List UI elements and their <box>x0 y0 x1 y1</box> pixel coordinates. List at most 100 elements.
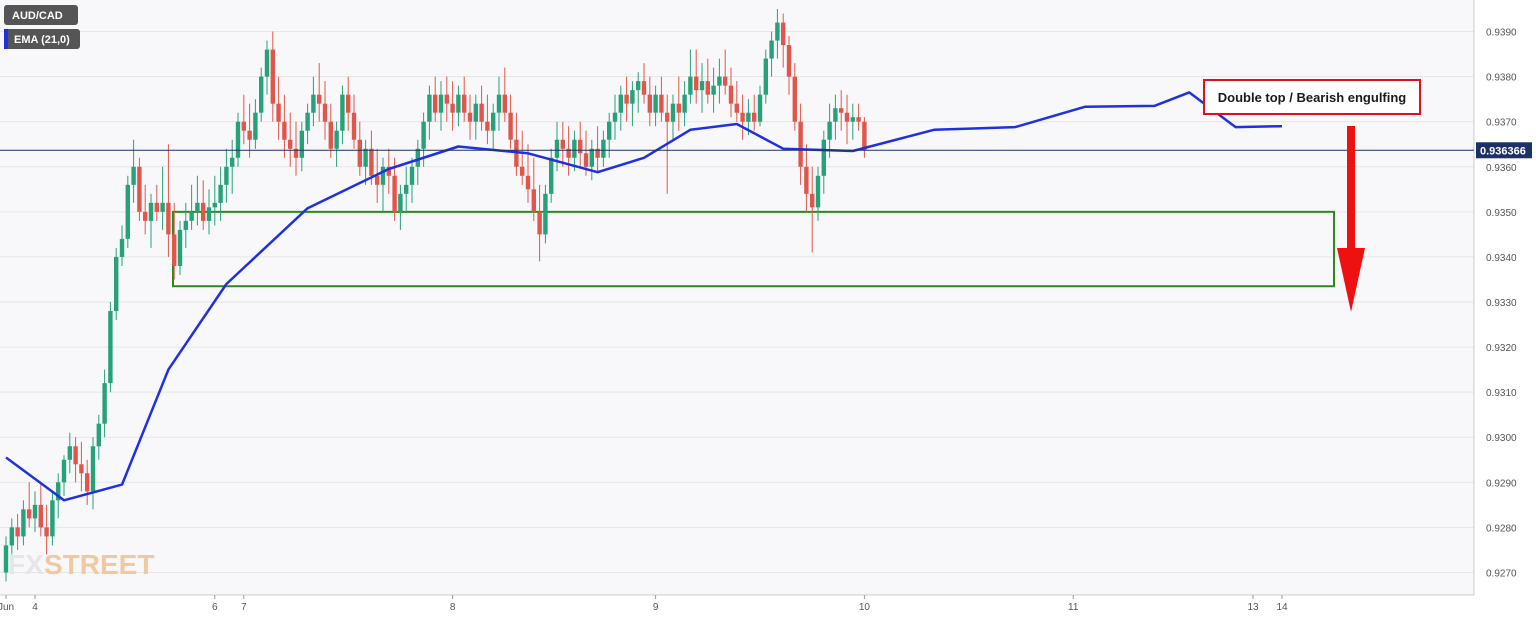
y-tick-label: 0.9390 <box>1486 28 1517 39</box>
candle-body <box>369 148 374 176</box>
candle-body <box>56 482 61 501</box>
candle-body <box>392 175 397 212</box>
symbol-label: AUD/CAD <box>12 10 63 22</box>
candle <box>839 90 844 131</box>
candle-body <box>496 94 502 113</box>
candle-body <box>607 121 612 140</box>
candle <box>380 157 386 212</box>
candle <box>450 81 455 131</box>
candle-body <box>508 112 513 140</box>
candle <box>415 139 420 185</box>
candle-body <box>32 504 38 519</box>
y-tick-label: 0.9330 <box>1486 298 1517 309</box>
candle <box>624 76 629 122</box>
candle-body <box>520 166 525 176</box>
candle <box>618 85 623 131</box>
candle <box>827 103 832 158</box>
candle <box>50 491 55 546</box>
x-tick-label: 9 <box>653 602 659 613</box>
candle <box>293 121 299 176</box>
y-tick-label: 0.9370 <box>1486 118 1517 129</box>
candle <box>560 121 565 167</box>
candle-body <box>288 139 293 149</box>
x-axis: Jun 4 6 7 8 9 10 11 13 14 <box>0 594 1474 613</box>
candle-body <box>311 94 316 113</box>
candle-body <box>699 81 705 91</box>
candle <box>346 76 351 131</box>
ema-line <box>5 91 1283 502</box>
candle-body <box>154 202 159 212</box>
candle-body <box>549 157 554 194</box>
candle <box>90 437 96 510</box>
candle <box>699 63 705 113</box>
candle-body <box>305 112 310 131</box>
candle-body <box>676 103 681 113</box>
arrow-shaft <box>1347 126 1355 254</box>
candle <box>740 94 745 140</box>
candle-body <box>624 94 629 104</box>
candle-body <box>61 459 67 483</box>
candle-body <box>96 423 101 447</box>
candle <box>694 49 699 104</box>
candle-body <box>50 500 55 537</box>
candle <box>810 166 815 253</box>
candle <box>241 94 246 145</box>
candle <box>688 49 693 104</box>
candle <box>38 482 43 537</box>
candle-body <box>850 117 855 122</box>
x-tick-label: 4 <box>32 602 38 613</box>
candle <box>630 81 635 127</box>
candle-body <box>781 22 786 46</box>
candle-body <box>630 90 635 104</box>
candle-body <box>595 148 600 158</box>
candle <box>172 202 177 280</box>
candle-body <box>491 112 496 131</box>
candle <box>479 85 484 131</box>
candle <box>763 49 768 104</box>
candle-body <box>589 148 594 167</box>
candle <box>125 175 130 248</box>
candle <box>404 166 409 212</box>
candle <box>328 103 333 158</box>
candle-body <box>363 148 368 167</box>
candle <box>543 184 548 244</box>
candle-body <box>44 527 49 537</box>
x-tick-label: 6 <box>212 602 218 613</box>
candle <box>456 85 461 127</box>
candle-body <box>728 85 734 104</box>
candle-body <box>177 229 183 266</box>
candle-body <box>404 184 409 194</box>
candle <box>3 536 9 582</box>
candle-body <box>444 94 449 104</box>
candle-body <box>438 94 444 113</box>
candle <box>61 455 67 496</box>
candle-body <box>67 446 72 460</box>
candle <box>177 220 183 275</box>
y-tick-label: 0.9310 <box>1486 388 1517 399</box>
candle-body <box>108 311 113 384</box>
candle-body <box>131 166 136 185</box>
candle <box>821 130 826 194</box>
candle <box>32 491 38 532</box>
candle-body <box>705 81 710 95</box>
candle <box>67 432 72 474</box>
candle-body <box>398 193 403 212</box>
candle-body <box>183 220 188 230</box>
candle <box>549 148 554 203</box>
y-tick-label: 0.9300 <box>1486 433 1517 444</box>
candle-body <box>827 121 832 140</box>
candle-body <box>543 193 548 235</box>
last-price-badge <box>1476 142 1532 159</box>
candle <box>21 500 26 546</box>
candle <box>183 202 188 248</box>
candle-body <box>119 238 125 257</box>
candle-body <box>659 94 664 113</box>
candle <box>160 166 165 230</box>
candle <box>247 103 252 158</box>
candle <box>311 76 316 127</box>
candle-body <box>746 112 751 122</box>
candle <box>467 94 473 140</box>
candle <box>282 94 287 158</box>
candle-body <box>9 527 14 546</box>
candle-body <box>665 112 670 122</box>
